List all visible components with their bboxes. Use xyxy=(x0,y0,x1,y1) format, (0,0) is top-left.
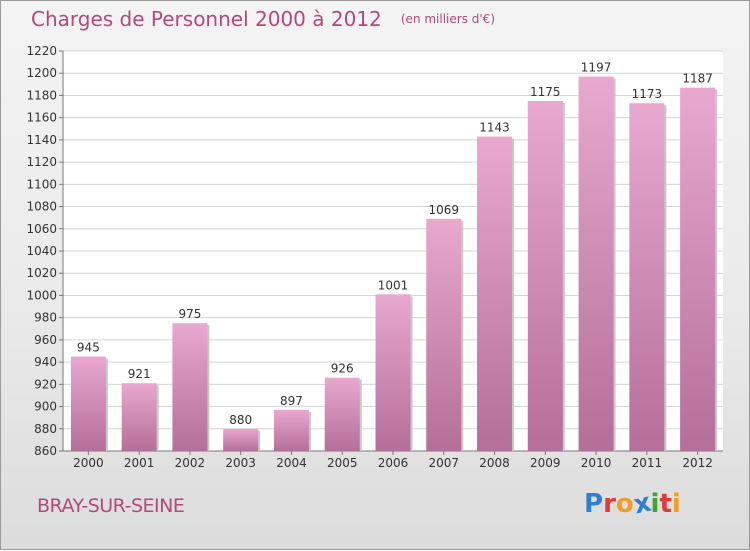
chart-subtitle: (en milliers d'€) xyxy=(400,12,495,26)
data-label: 897 xyxy=(280,394,303,408)
y-tick-label: 1040 xyxy=(26,244,57,258)
x-tick-label: 2008 xyxy=(479,456,510,470)
bar xyxy=(477,136,513,452)
commune-name: BRAY-SUR-SEINE xyxy=(37,495,185,517)
bar xyxy=(70,356,106,451)
title-row: Charges de Personnel 2000 à 2012 (en mil… xyxy=(31,7,495,31)
data-label: 1143 xyxy=(479,121,510,135)
x-tick-label: 2011 xyxy=(632,456,663,470)
y-tick-label: 1000 xyxy=(26,288,57,302)
y-tick-label: 920 xyxy=(34,377,57,391)
data-label: 975 xyxy=(178,307,201,321)
y-tick-label: 980 xyxy=(34,311,57,325)
bar xyxy=(578,76,614,452)
y-tick-label: 1180 xyxy=(26,88,57,102)
x-tick-label: 2005 xyxy=(327,456,358,470)
bar xyxy=(629,103,665,451)
y-tick-label: 1140 xyxy=(26,133,57,147)
logo-letter: r xyxy=(603,489,616,519)
x-tick-label: 2010 xyxy=(581,456,612,470)
data-label: 1173 xyxy=(632,87,663,101)
y-tick-label: 940 xyxy=(34,355,57,369)
x-tick-label: 2007 xyxy=(428,456,459,470)
logo-letter: i xyxy=(671,489,681,519)
x-tick-label: 2012 xyxy=(682,456,713,470)
y-tick-label: 1020 xyxy=(26,266,57,280)
x-tick-label: 2006 xyxy=(378,456,409,470)
x-tick-label: 2009 xyxy=(530,456,561,470)
logo-letter: o xyxy=(615,489,634,519)
data-label: 1175 xyxy=(530,85,561,99)
bar xyxy=(680,87,716,452)
data-label: 945 xyxy=(77,341,100,355)
data-label: 1197 xyxy=(581,61,612,75)
bar xyxy=(223,428,259,451)
bar xyxy=(172,323,208,451)
data-label: 926 xyxy=(331,362,354,376)
chart-title: Charges de Personnel 2000 à 2012 xyxy=(31,7,382,31)
y-tick-label: 1200 xyxy=(26,66,57,80)
data-label: 1069 xyxy=(428,203,459,217)
y-tick-label: 880 xyxy=(34,422,57,436)
y-tick-label: 900 xyxy=(34,400,57,414)
bar xyxy=(375,294,411,451)
logo-letter: t xyxy=(659,489,672,519)
data-label: 921 xyxy=(128,367,151,381)
y-tick-label: 960 xyxy=(34,333,57,347)
y-tick-label: 1100 xyxy=(26,177,57,191)
data-label: 1187 xyxy=(682,72,713,86)
bar xyxy=(121,383,157,451)
bar xyxy=(273,409,309,451)
logo-letter: P xyxy=(584,489,604,519)
bar xyxy=(426,218,462,451)
y-tick-label: 1120 xyxy=(26,155,57,169)
x-tick-label: 2002 xyxy=(175,456,206,470)
data-label: 1001 xyxy=(378,278,409,292)
bar xyxy=(324,377,360,451)
x-tick-label: 2003 xyxy=(225,456,256,470)
y-tick-label: 1080 xyxy=(26,200,57,214)
bar xyxy=(527,101,563,451)
logo-letter: i xyxy=(650,489,660,519)
x-tick-label: 2001 xyxy=(124,456,155,470)
y-tick-label: 860 xyxy=(34,444,57,458)
y-tick-label: 1060 xyxy=(26,222,57,236)
proxiti-logo[interactable]: Proxiti xyxy=(584,488,681,521)
y-tick-label: 1220 xyxy=(26,44,57,58)
data-label: 880 xyxy=(229,413,252,427)
x-tick-label: 2004 xyxy=(276,456,307,470)
x-tick-label: 2000 xyxy=(73,456,104,470)
y-tick-label: 1160 xyxy=(26,111,57,125)
